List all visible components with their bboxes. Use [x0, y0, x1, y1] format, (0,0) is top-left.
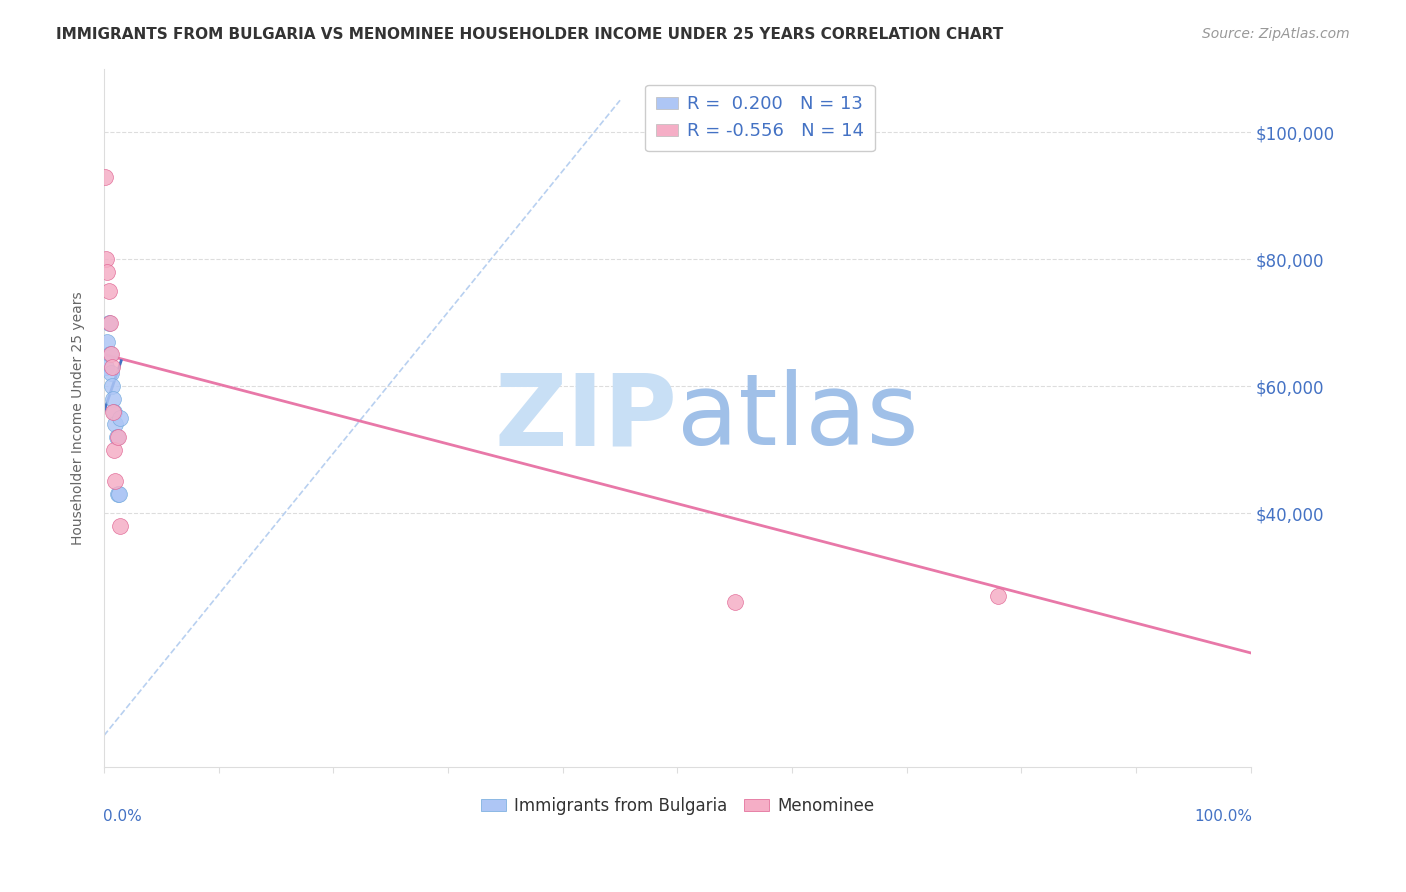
- Text: 0.0%: 0.0%: [103, 809, 142, 824]
- Point: [987, 589, 1010, 603]
- Point: [101, 379, 124, 393]
- Point: [104, 417, 127, 432]
- Point: [97, 284, 120, 298]
- Point: [96, 252, 118, 266]
- Point: [103, 404, 125, 418]
- Text: Source: ZipAtlas.com: Source: ZipAtlas.com: [1202, 27, 1350, 41]
- Text: ZIP: ZIP: [495, 369, 678, 467]
- Legend: Immigrants from Bulgaria, Menominee: Immigrants from Bulgaria, Menominee: [474, 790, 882, 822]
- Y-axis label: Householder Income Under 25 years: Householder Income Under 25 years: [72, 291, 86, 545]
- Point: [103, 442, 125, 457]
- Point: [101, 404, 124, 418]
- Point: [96, 265, 118, 279]
- Point: [104, 475, 127, 489]
- Point: [108, 487, 131, 501]
- Point: [96, 360, 118, 375]
- Point: [94, 169, 117, 184]
- Point: [98, 347, 121, 361]
- Point: [101, 360, 124, 375]
- Point: [97, 316, 120, 330]
- Point: [107, 487, 129, 501]
- Point: [105, 430, 128, 444]
- Point: [724, 595, 747, 609]
- Point: [108, 519, 131, 533]
- Text: IMMIGRANTS FROM BULGARIA VS MENOMINEE HOUSEHOLDER INCOME UNDER 25 YEARS CORRELAT: IMMIGRANTS FROM BULGARIA VS MENOMINEE HO…: [56, 27, 1004, 42]
- Point: [98, 316, 121, 330]
- Point: [100, 347, 122, 361]
- Point: [108, 410, 131, 425]
- Point: [101, 392, 124, 406]
- Text: atlas: atlas: [678, 369, 920, 467]
- Text: 100.0%: 100.0%: [1194, 809, 1251, 824]
- Point: [107, 430, 129, 444]
- Point: [100, 367, 122, 381]
- Point: [96, 334, 118, 349]
